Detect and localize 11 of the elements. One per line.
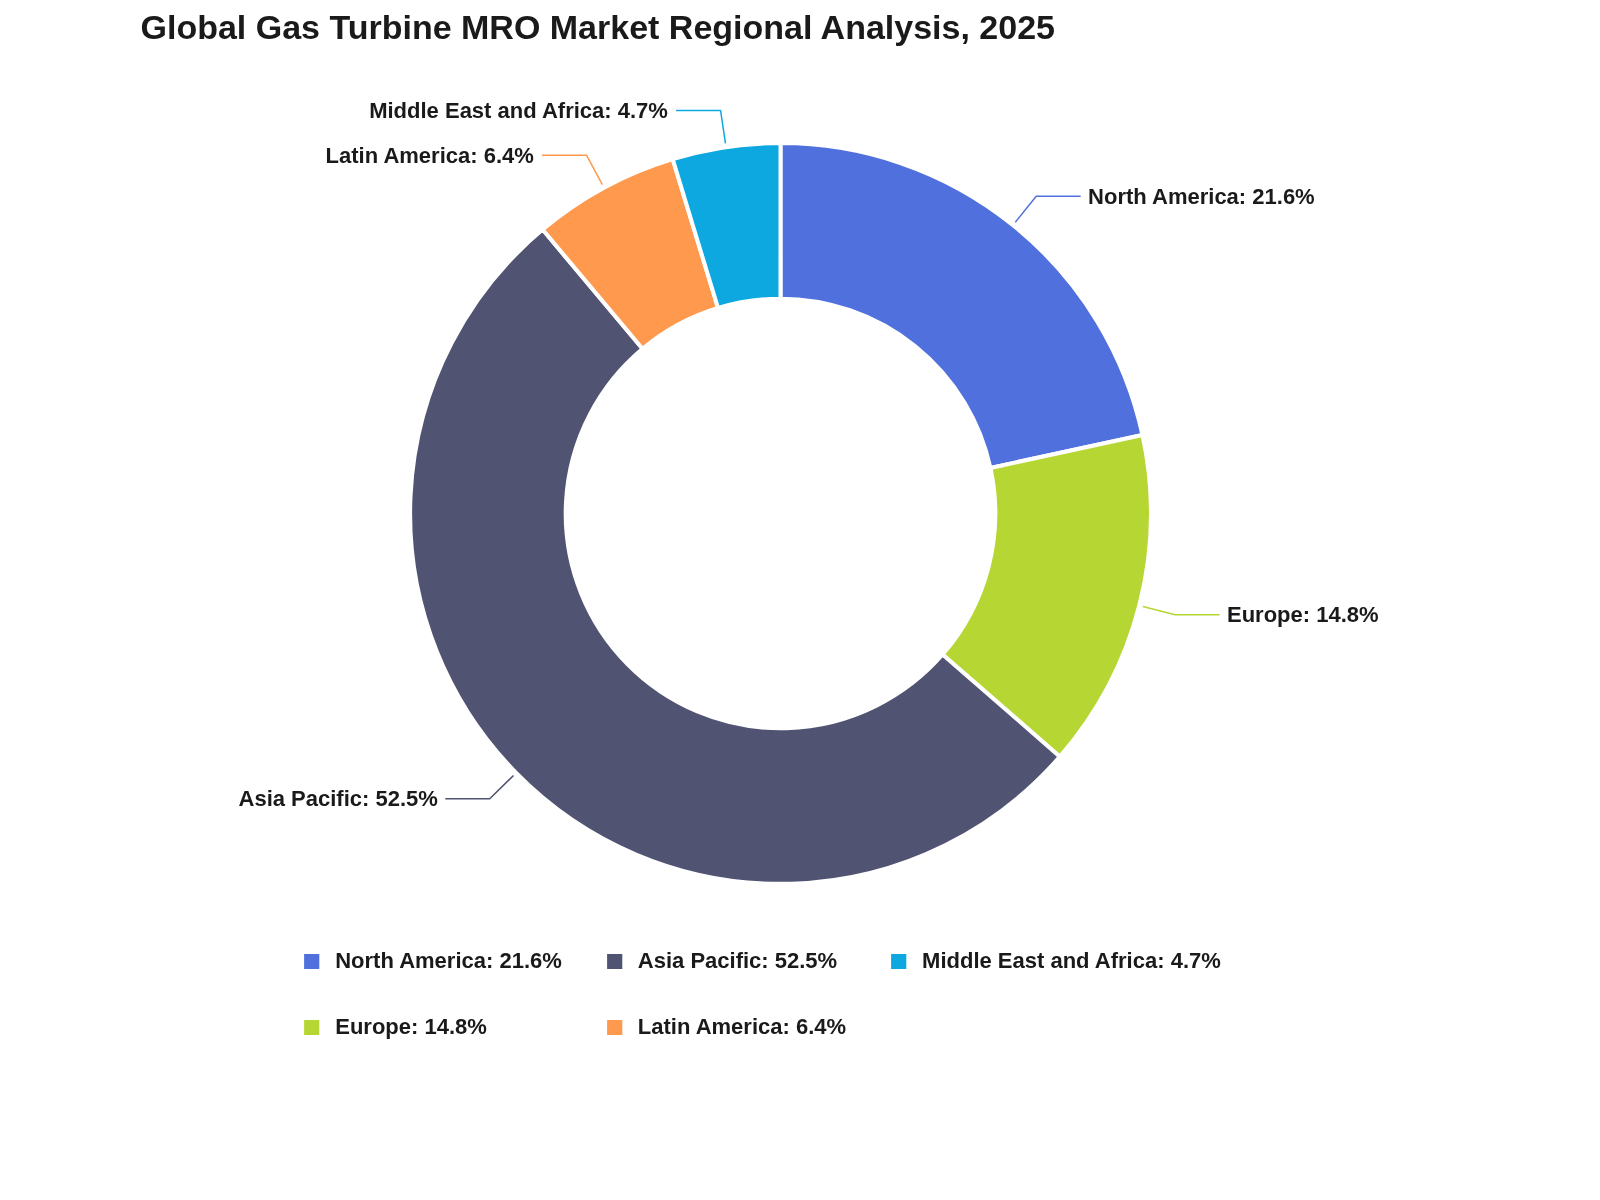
legend-label: Europe: 14.8% (335, 1014, 487, 1040)
slice-label: Middle East and Africa: 4.7% (369, 97, 668, 123)
slice-label: Latin America: 6.4% (325, 142, 534, 168)
legend-label: North America: 21.6% (335, 948, 562, 974)
slice-label: Europe: 14.8% (1226, 602, 1379, 628)
slice-label: North America: 21.6% (1088, 183, 1315, 209)
legend-label: Asia Pacific: 52.5% (637, 948, 838, 974)
slice-label: Asia Pacific: 52.5% (238, 786, 438, 812)
chart-title: Global Gas Turbine MRO Market Regional Analysis, 2025 (140, 7, 1055, 46)
legend-label: Latin America: 6.4% (637, 1014, 847, 1040)
legend-label: Middle East and Africa: 4.7% (922, 948, 1221, 974)
